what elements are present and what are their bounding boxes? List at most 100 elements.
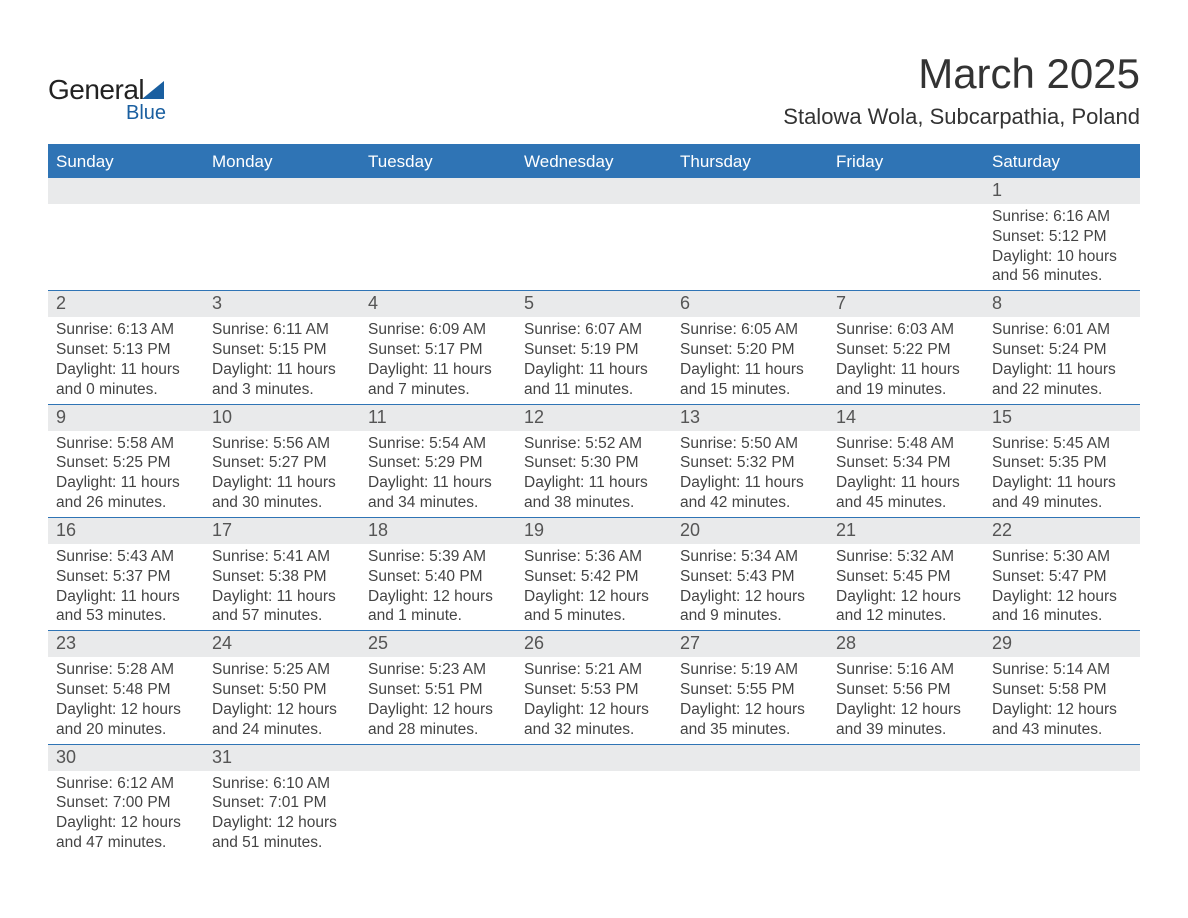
day-details: Sunrise: 5:36 AMSunset: 5:42 PMDaylight:… — [516, 544, 672, 626]
day-detail-line: Sunset: 7:01 PM — [212, 793, 352, 813]
day-detail-line: and 7 minutes. — [368, 380, 508, 400]
day-cell — [672, 745, 828, 857]
day-detail-line: and 24 minutes. — [212, 720, 352, 740]
day-detail-line: Daylight: 12 hours — [836, 587, 976, 607]
day-detail-line: Sunrise: 6:13 AM — [56, 320, 196, 340]
day-detail-line: Daylight: 11 hours — [56, 473, 196, 493]
day-number: 9 — [48, 405, 204, 431]
day-detail-line: and 3 minutes. — [212, 380, 352, 400]
day-cell: 5Sunrise: 6:07 AMSunset: 5:19 PMDaylight… — [516, 291, 672, 403]
day-cell: 28Sunrise: 5:16 AMSunset: 5:56 PMDayligh… — [828, 631, 984, 743]
day-cell: 3Sunrise: 6:11 AMSunset: 5:15 PMDaylight… — [204, 291, 360, 403]
weekday-header: Saturday — [984, 146, 1140, 178]
day-detail-line: and 57 minutes. — [212, 606, 352, 626]
day-cell: 19Sunrise: 5:36 AMSunset: 5:42 PMDayligh… — [516, 518, 672, 630]
day-details: Sunrise: 5:48 AMSunset: 5:34 PMDaylight:… — [828, 431, 984, 513]
day-details: Sunrise: 5:25 AMSunset: 5:50 PMDaylight:… — [204, 657, 360, 739]
weekday-header: Friday — [828, 146, 984, 178]
calendar-table: SundayMondayTuesdayWednesdayThursdayFrid… — [48, 144, 1140, 857]
day-detail-line: and 45 minutes. — [836, 493, 976, 513]
weekday-header: Sunday — [48, 146, 204, 178]
weekday-header: Monday — [204, 146, 360, 178]
day-detail-line: Sunset: 5:40 PM — [368, 567, 508, 587]
empty-day-bar — [360, 745, 516, 771]
day-detail-line: and 49 minutes. — [992, 493, 1132, 513]
day-cell: 25Sunrise: 5:23 AMSunset: 5:51 PMDayligh… — [360, 631, 516, 743]
day-detail-line: Sunrise: 6:16 AM — [992, 207, 1132, 227]
day-details: Sunrise: 6:07 AMSunset: 5:19 PMDaylight:… — [516, 317, 672, 399]
day-detail-line: Sunrise: 5:52 AM — [524, 434, 664, 454]
day-number: 2 — [48, 291, 204, 317]
weekday-header: Thursday — [672, 146, 828, 178]
day-cell: 10Sunrise: 5:56 AMSunset: 5:27 PMDayligh… — [204, 405, 360, 517]
day-cell — [984, 745, 1140, 857]
day-details: Sunrise: 6:10 AMSunset: 7:01 PMDaylight:… — [204, 771, 360, 853]
day-detail-line: Daylight: 11 hours — [680, 473, 820, 493]
day-cell: 7Sunrise: 6:03 AMSunset: 5:22 PMDaylight… — [828, 291, 984, 403]
empty-day-bar — [48, 178, 204, 204]
day-cell: 2Sunrise: 6:13 AMSunset: 5:13 PMDaylight… — [48, 291, 204, 403]
day-cell — [516, 178, 672, 290]
day-number: 22 — [984, 518, 1140, 544]
day-detail-line: Daylight: 12 hours — [56, 813, 196, 833]
day-number: 4 — [360, 291, 516, 317]
day-details: Sunrise: 5:34 AMSunset: 5:43 PMDaylight:… — [672, 544, 828, 626]
day-detail-line: Sunrise: 6:03 AM — [836, 320, 976, 340]
day-detail-line: Sunset: 5:38 PM — [212, 567, 352, 587]
day-detail-line: and 0 minutes. — [56, 380, 196, 400]
day-detail-line: Sunset: 5:24 PM — [992, 340, 1132, 360]
day-number: 31 — [204, 745, 360, 771]
day-detail-line: Sunset: 5:43 PM — [680, 567, 820, 587]
day-number: 23 — [48, 631, 204, 657]
day-cell: 31Sunrise: 6:10 AMSunset: 7:01 PMDayligh… — [204, 745, 360, 857]
day-details: Sunrise: 5:23 AMSunset: 5:51 PMDaylight:… — [360, 657, 516, 739]
day-detail-line: Sunrise: 5:14 AM — [992, 660, 1132, 680]
day-detail-line: and 47 minutes. — [56, 833, 196, 853]
day-cell: 11Sunrise: 5:54 AMSunset: 5:29 PMDayligh… — [360, 405, 516, 517]
day-details: Sunrise: 5:56 AMSunset: 5:27 PMDaylight:… — [204, 431, 360, 513]
day-detail-line: Sunrise: 5:28 AM — [56, 660, 196, 680]
day-detail-line: Sunrise: 5:21 AM — [524, 660, 664, 680]
day-detail-line: Daylight: 12 hours — [212, 700, 352, 720]
day-detail-line: Daylight: 11 hours — [680, 360, 820, 380]
empty-day-bar — [204, 178, 360, 204]
day-detail-line: Sunset: 5:42 PM — [524, 567, 664, 587]
day-number: 28 — [828, 631, 984, 657]
week-row: 16Sunrise: 5:43 AMSunset: 5:37 PMDayligh… — [48, 518, 1140, 631]
day-detail-line: Daylight: 12 hours — [212, 813, 352, 833]
day-number: 14 — [828, 405, 984, 431]
day-number: 21 — [828, 518, 984, 544]
day-detail-line: Sunrise: 6:07 AM — [524, 320, 664, 340]
day-details: Sunrise: 6:01 AMSunset: 5:24 PMDaylight:… — [984, 317, 1140, 399]
day-detail-line: and 15 minutes. — [680, 380, 820, 400]
day-detail-line: Sunset: 5:25 PM — [56, 453, 196, 473]
day-detail-line: Sunset: 5:56 PM — [836, 680, 976, 700]
day-details: Sunrise: 6:13 AMSunset: 5:13 PMDaylight:… — [48, 317, 204, 399]
day-details: Sunrise: 5:19 AMSunset: 5:55 PMDaylight:… — [672, 657, 828, 739]
day-detail-line: Daylight: 12 hours — [56, 700, 196, 720]
weekday-header: Tuesday — [360, 146, 516, 178]
day-detail-line: Sunset: 5:34 PM — [836, 453, 976, 473]
empty-day-bar — [828, 745, 984, 771]
day-detail-line: Sunset: 5:55 PM — [680, 680, 820, 700]
day-detail-line: Daylight: 11 hours — [368, 360, 508, 380]
day-detail-line: Sunrise: 5:39 AM — [368, 547, 508, 567]
day-cell — [360, 745, 516, 857]
day-detail-line: Daylight: 11 hours — [524, 360, 664, 380]
day-details: Sunrise: 5:16 AMSunset: 5:56 PMDaylight:… — [828, 657, 984, 739]
logo-triangle-icon — [142, 81, 164, 99]
day-number: 17 — [204, 518, 360, 544]
day-number: 29 — [984, 631, 1140, 657]
day-cell: 23Sunrise: 5:28 AMSunset: 5:48 PMDayligh… — [48, 631, 204, 743]
empty-day-bar — [672, 745, 828, 771]
day-detail-line: Sunrise: 5:36 AM — [524, 547, 664, 567]
day-detail-line: and 12 minutes. — [836, 606, 976, 626]
day-detail-line: Sunset: 5:13 PM — [56, 340, 196, 360]
day-cell: 30Sunrise: 6:12 AMSunset: 7:00 PMDayligh… — [48, 745, 204, 857]
day-detail-line: Sunset: 5:47 PM — [992, 567, 1132, 587]
logo-text-blue: Blue — [126, 102, 166, 125]
day-cell — [516, 745, 672, 857]
day-details: Sunrise: 5:41 AMSunset: 5:38 PMDaylight:… — [204, 544, 360, 626]
day-details: Sunrise: 5:21 AMSunset: 5:53 PMDaylight:… — [516, 657, 672, 739]
day-details: Sunrise: 6:12 AMSunset: 7:00 PMDaylight:… — [48, 771, 204, 853]
